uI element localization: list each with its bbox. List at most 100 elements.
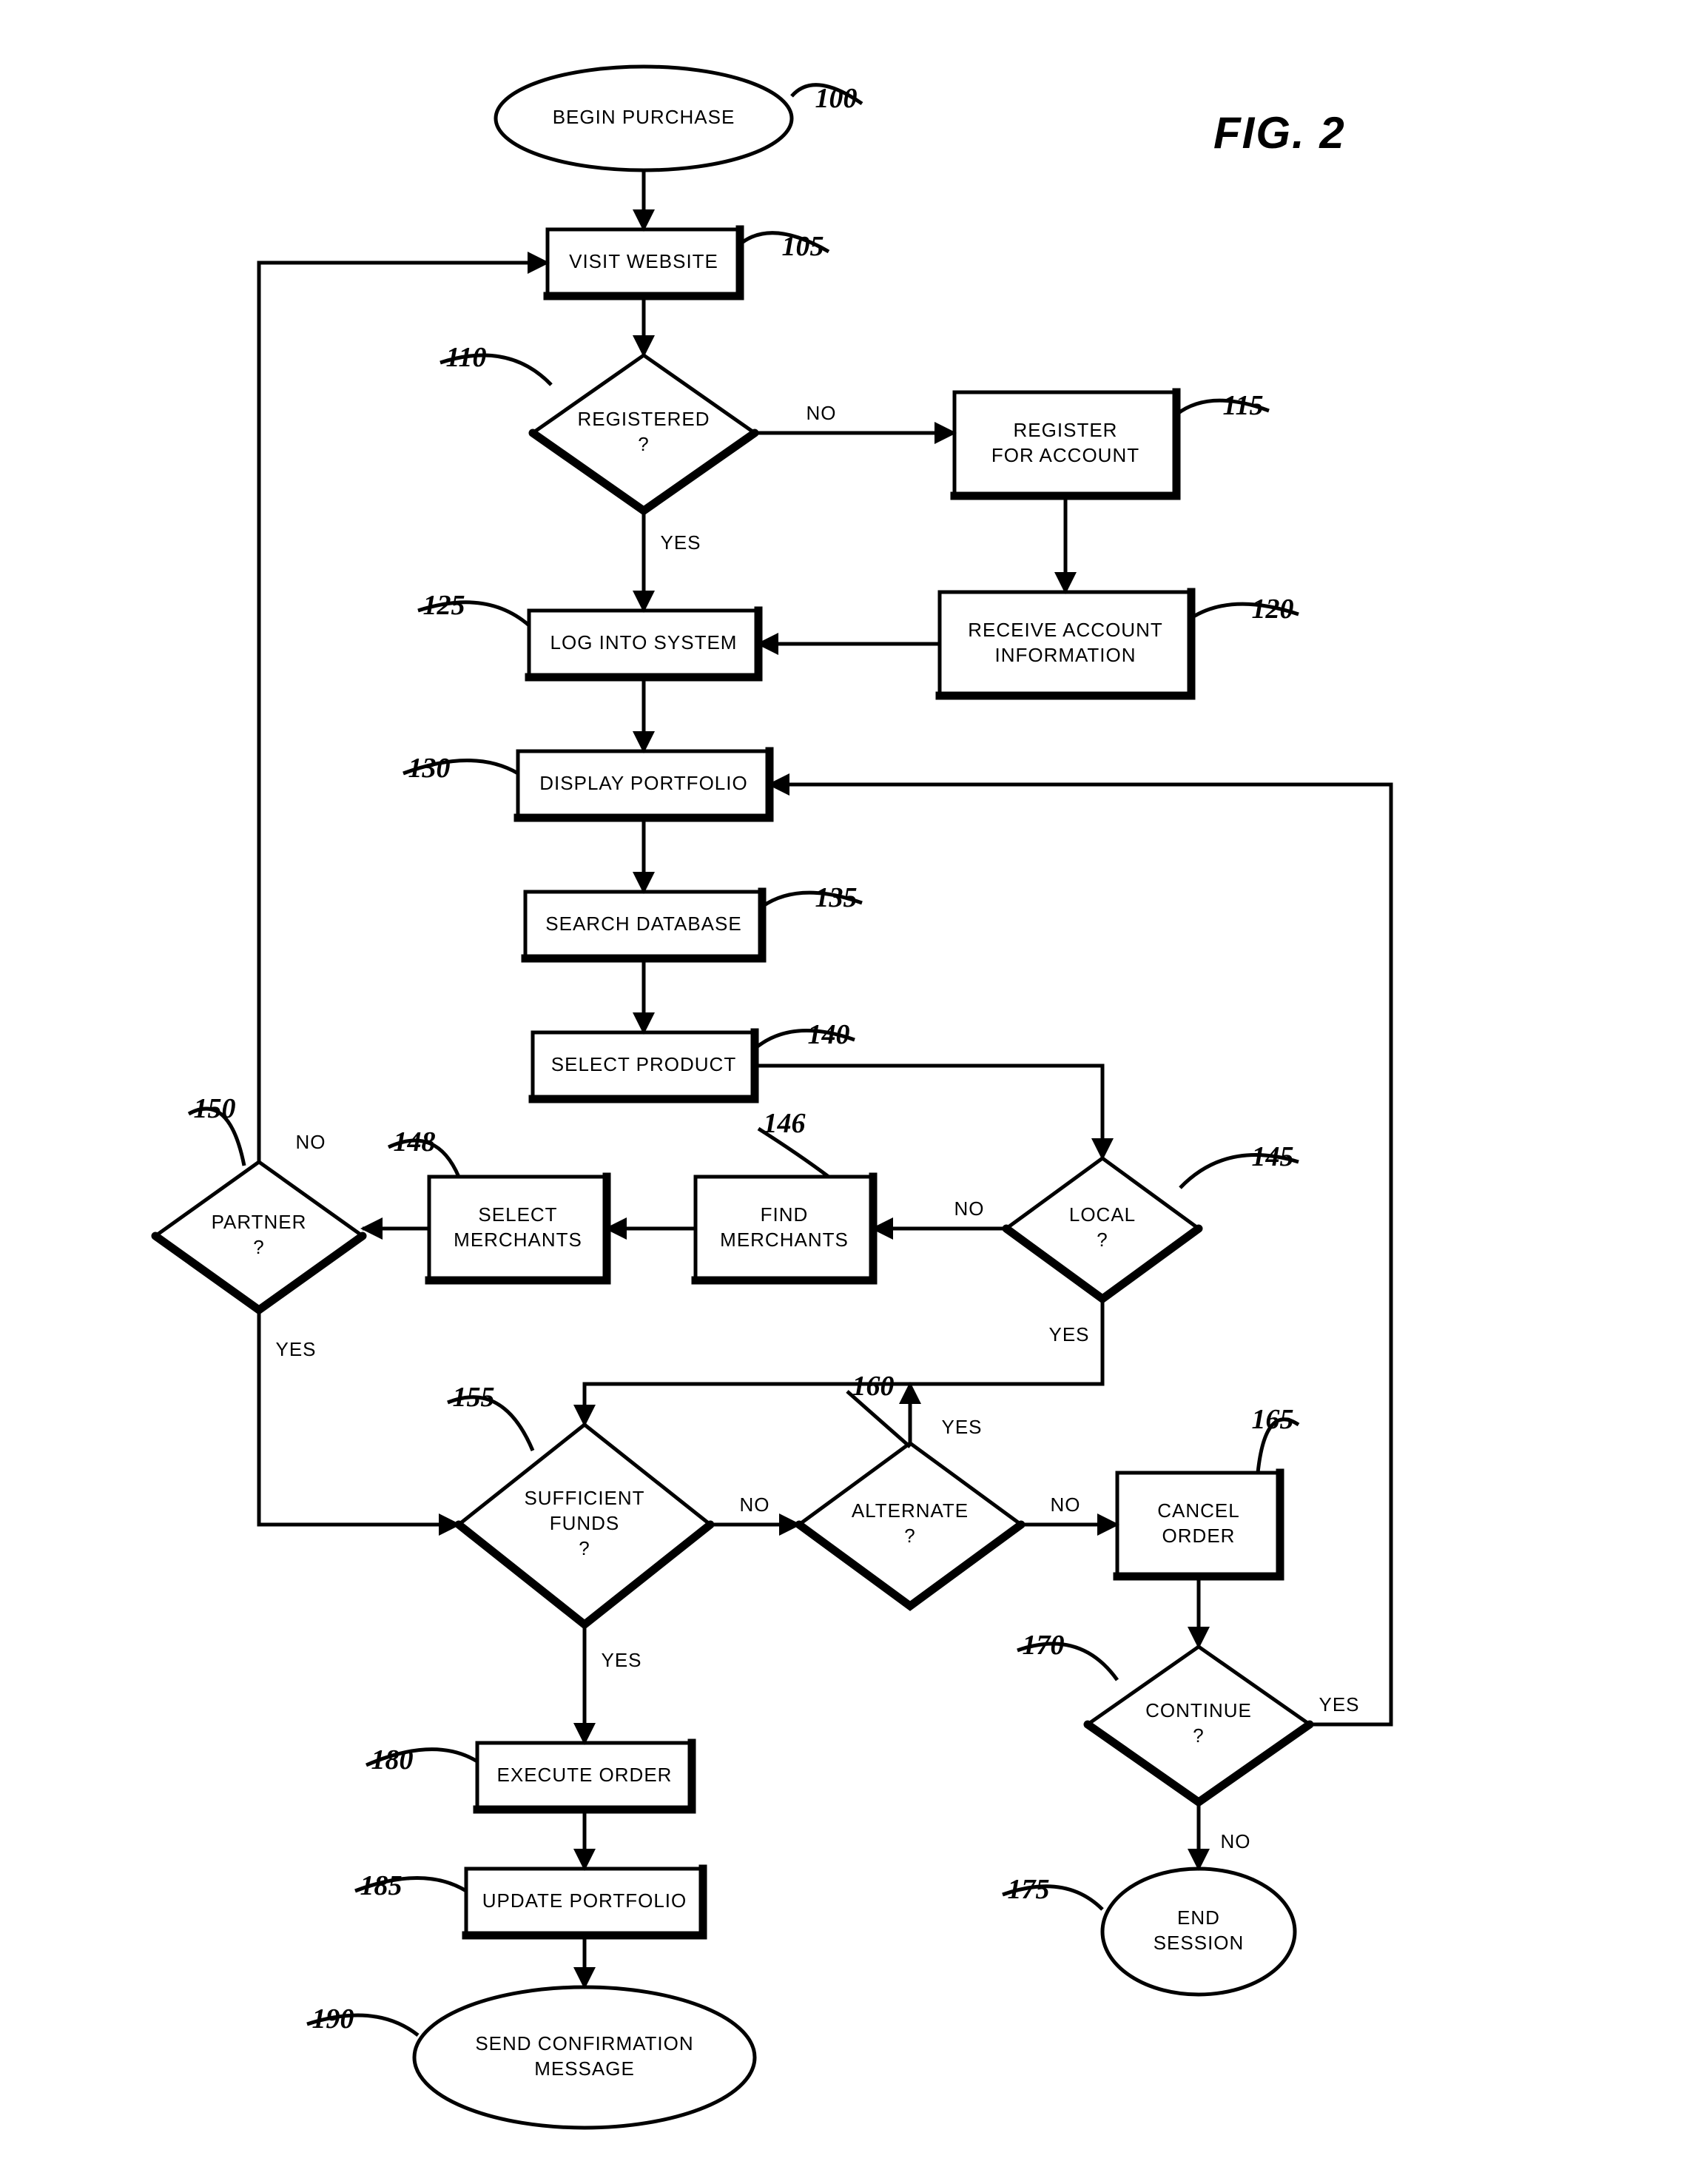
- svg-text:LOCAL: LOCAL: [1069, 1203, 1136, 1226]
- svg-text:NO: NO: [296, 1131, 326, 1153]
- svg-text:160: 160: [852, 1371, 895, 1402]
- svg-text:155: 155: [453, 1382, 495, 1413]
- svg-text:NO: NO: [740, 1493, 770, 1516]
- edge-19: NO: [1021, 1493, 1117, 1525]
- svg-text:165: 165: [1252, 1404, 1294, 1435]
- svg-text:100: 100: [815, 83, 858, 114]
- svg-text:FUNDS: FUNDS: [550, 1512, 620, 1534]
- ref-175: 175: [1003, 1874, 1102, 1909]
- node-n120: RECEIVE ACCOUNT INFORMATION: [940, 592, 1191, 696]
- svg-text:MERCHANTS: MERCHANTS: [454, 1229, 582, 1251]
- node-n135: SEARCH DATABASE: [525, 892, 762, 958]
- svg-text:LOG INTO SYSTEM: LOG INTO SYSTEM: [550, 631, 738, 653]
- ref-165: 165: [1252, 1404, 1299, 1473]
- ref-160: 160: [847, 1371, 910, 1447]
- svg-text:130: 130: [408, 753, 451, 784]
- svg-text:REGISTERED: REGISTERED: [577, 408, 710, 430]
- svg-text:148: 148: [394, 1126, 436, 1157]
- svg-text:YES: YES: [1048, 1323, 1089, 1345]
- svg-text:?: ?: [1193, 1724, 1204, 1747]
- svg-text:YES: YES: [1319, 1693, 1359, 1716]
- ref-148: 148: [388, 1126, 459, 1177]
- node-n155: SUFFICIENTFUNDS?: [459, 1425, 710, 1624]
- svg-text:?: ?: [904, 1525, 915, 1547]
- ref-120: 120: [1191, 594, 1299, 625]
- svg-text:NO: NO: [1051, 1493, 1081, 1516]
- ref-155: 155: [448, 1382, 533, 1451]
- edge-22: NO: [1199, 1802, 1251, 1869]
- edge-9: [755, 1066, 1102, 1158]
- ref-185: 185: [355, 1870, 466, 1901]
- svg-text:135: 135: [815, 882, 858, 913]
- node-n145: LOCAL?: [1006, 1158, 1199, 1299]
- node-n130: DISPLAY PORTFOLIO: [518, 751, 770, 818]
- flowchart-canvas: BEGIN PURCHASE100VISIT WEBSITE105REGISTE…: [0, 0, 1704, 2184]
- svg-text:175: 175: [1008, 1874, 1050, 1905]
- node-n175: END SESSION: [1102, 1869, 1295, 1995]
- svg-text:SESSION: SESSION: [1154, 1932, 1245, 1954]
- svg-text:ALTERNATE: ALTERNATE: [852, 1499, 969, 1522]
- svg-text:190: 190: [312, 2003, 354, 2035]
- svg-text:MERCHANTS: MERCHANTS: [720, 1229, 849, 1251]
- svg-text:?: ?: [579, 1537, 590, 1559]
- svg-text:FIND: FIND: [761, 1203, 809, 1226]
- node-n170: CONTINUE?: [1088, 1647, 1310, 1802]
- svg-text:VISIT WEBSITE: VISIT WEBSITE: [569, 250, 718, 272]
- node-n165: CANCELORDER: [1117, 1473, 1280, 1576]
- svg-text:NO: NO: [954, 1197, 985, 1220]
- svg-text:YES: YES: [941, 1416, 982, 1438]
- svg-text:?: ?: [638, 433, 649, 455]
- svg-text:SEARCH DATABASE: SEARCH DATABASE: [545, 913, 741, 935]
- svg-text:REGISTER: REGISTER: [1014, 419, 1118, 441]
- node-n105: VISIT WEBSITE: [548, 229, 740, 296]
- svg-text:RECEIVE ACCOUNT: RECEIVE ACCOUNT: [968, 619, 1163, 641]
- svg-text:?: ?: [1097, 1229, 1108, 1251]
- svg-text:SELECT PRODUCT: SELECT PRODUCT: [551, 1053, 736, 1075]
- svg-text:?: ?: [253, 1236, 264, 1258]
- node-n100: BEGIN PURCHASE: [496, 67, 792, 170]
- svg-text:110: 110: [446, 342, 487, 373]
- node-n150: PARTNER?: [155, 1162, 363, 1310]
- ref-180: 180: [366, 1744, 477, 1775]
- svg-text:SELECT: SELECT: [478, 1203, 557, 1226]
- svg-text:150: 150: [194, 1093, 236, 1124]
- svg-text:NO: NO: [806, 402, 837, 424]
- svg-text:120: 120: [1252, 594, 1294, 625]
- svg-text:FOR ACCOUNT: FOR ACCOUNT: [991, 444, 1139, 466]
- svg-text:115: 115: [1223, 390, 1264, 421]
- svg-text:INFORMATION: INFORMATION: [994, 644, 1136, 666]
- ref-130: 130: [403, 753, 518, 784]
- edge-10: NO: [873, 1197, 1006, 1229]
- ref-100: 100: [792, 83, 862, 114]
- ref-135: 135: [762, 882, 862, 913]
- edge-21: YES: [770, 784, 1391, 1724]
- svg-text:YES: YES: [275, 1338, 316, 1360]
- figure-label: FIG. 2: [1213, 108, 1346, 158]
- node-n190: SEND CONFIRMATIONMESSAGE: [414, 1987, 755, 2128]
- node-n180: EXECUTE ORDER: [477, 1743, 692, 1810]
- svg-text:CONTINUE: CONTINUE: [1145, 1699, 1252, 1721]
- ref-190: 190: [307, 2003, 418, 2035]
- node-n140: SELECT PRODUCT: [533, 1032, 755, 1099]
- edge-17: NO: [710, 1493, 799, 1525]
- svg-text:170: 170: [1023, 1630, 1065, 1661]
- node-n115: REGISTER FOR ACCOUNT: [954, 392, 1176, 496]
- edge-2: YES: [644, 511, 701, 611]
- svg-text:DISPLAY PORTFOLIO: DISPLAY PORTFOLIO: [539, 772, 747, 794]
- ref-125: 125: [418, 590, 529, 625]
- svg-text:SEND CONFIRMATION: SEND CONFIRMATION: [475, 2032, 693, 2054]
- svg-text:140: 140: [808, 1019, 850, 1050]
- svg-text:YES: YES: [601, 1649, 641, 1671]
- svg-text:ORDER: ORDER: [1162, 1525, 1236, 1547]
- svg-text:NO: NO: [1221, 1830, 1251, 1852]
- edge-16: YES: [585, 1624, 642, 1743]
- ref-115: 115: [1176, 390, 1269, 421]
- svg-text:BEGIN PURCHASE: BEGIN PURCHASE: [553, 106, 735, 128]
- svg-text:125: 125: [423, 590, 465, 621]
- svg-text:185: 185: [360, 1870, 403, 1901]
- svg-text:END: END: [1177, 1906, 1220, 1929]
- ref-110: 110: [440, 342, 551, 385]
- ref-150: 150: [189, 1093, 244, 1166]
- ref-146: 146: [758, 1108, 829, 1177]
- node-n125: LOG INTO SYSTEM: [529, 611, 758, 677]
